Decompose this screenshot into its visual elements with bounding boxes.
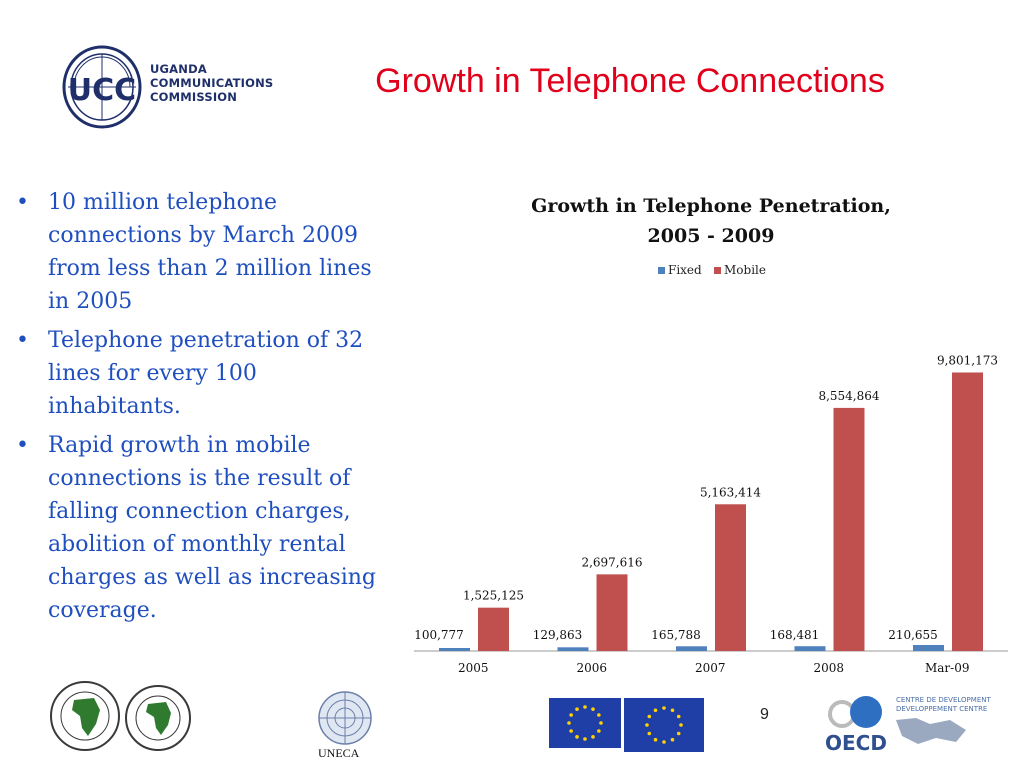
oecd-label: OECD	[825, 731, 887, 755]
data-label-fixed-2007: 165,788	[651, 628, 701, 642]
bullet-item: • Telephone penetration of 32 lines for e…	[14, 324, 394, 423]
data-label-fixed-2006: 129,863	[533, 628, 583, 642]
data-label-fixed-mar-09: 210,655	[888, 628, 938, 642]
ucc-logo: UCC	[62, 45, 142, 129]
eu-star-icon	[679, 723, 683, 727]
african-development-bank-logo	[50, 681, 191, 751]
logo-line-1: UGANDA	[150, 62, 207, 76]
footer-logos: OECD CENTRE DE DEVELOPMENT DEVELOPPEMENT…	[50, 681, 991, 755]
eu-star-icon	[662, 740, 666, 744]
eu-star-icon	[583, 705, 587, 709]
logo-initials: UCC	[68, 73, 136, 108]
legend-label-mobile: Mobile	[724, 263, 766, 277]
bar-mobile-2008	[833, 407, 865, 651]
data-label-fixed-2008: 168,481	[770, 628, 820, 642]
bullet-text: Telephone penetration of 32 lines for ev…	[48, 328, 364, 419]
x-axis-ticks: 2005 2006 2007 2008 Mar-09	[458, 661, 970, 675]
uneca-logo	[318, 691, 372, 745]
eu-star-icon	[645, 723, 649, 727]
bullet-dot-icon: •	[16, 433, 29, 458]
data-label-mobile-2008: 8,554,864	[818, 389, 879, 403]
data-label-fixed-2005: 100,777	[414, 628, 464, 642]
x-tick-mar-09: Mar-09	[925, 661, 970, 675]
eu-star-icon	[575, 707, 579, 711]
x-tick-2007: 2007	[695, 661, 726, 675]
legend-label-fixed: Fixed	[668, 263, 702, 277]
logo-text: UGANDA COMMUNICATIONS COMMISSION	[150, 62, 273, 104]
eu-star-icon	[676, 731, 681, 736]
bar-mobile-2005	[478, 607, 509, 651]
chart-title-line-2: 2005 - 2009	[648, 225, 775, 247]
bar-mobile-2006	[596, 574, 628, 651]
oecd-centre-line-2: DEVELOPPEMENT CENTRE	[896, 705, 987, 713]
oecd-logo: OECD CENTRE DE DEVELOPMENT DEVELOPPEMENT…	[825, 696, 991, 755]
eu-star-icon	[662, 706, 666, 710]
bar-fixed-2006	[557, 647, 589, 651]
logo-line-3: COMMISSION	[150, 90, 238, 104]
eu-star-icon	[569, 713, 573, 717]
chart-legend: Fixed Mobile	[658, 263, 766, 277]
eu-star-icon	[597, 729, 601, 733]
eu-star-icon	[569, 729, 573, 733]
eu-star-icon	[653, 737, 658, 742]
bullet-item: • 10 million telephone connections by Mar…	[14, 186, 394, 318]
bullet-list: • 10 million telephone connections by Mar…	[14, 186, 394, 633]
eu-star-icon	[653, 708, 658, 713]
bar-fixed-2007	[676, 646, 707, 651]
x-tick-2005: 2005	[458, 661, 489, 675]
chart-bars	[439, 372, 983, 651]
x-tick-2008: 2008	[813, 661, 844, 675]
eu-star-icon	[647, 731, 652, 736]
bar-fixed-2005	[439, 648, 470, 651]
eu-star-icon	[567, 721, 571, 725]
eu-flag-icon	[549, 698, 704, 752]
bullet-item: • Rapid growth in mobile connections is t…	[14, 429, 394, 627]
logo-line-2: COMMUNICATIONS	[150, 76, 274, 90]
data-label-mobile-mar-09: 9,801,173	[937, 353, 998, 367]
eu-star-icon	[599, 721, 603, 725]
bar-chart: Growth in Telephone Penetration, 2005 - …	[414, 195, 1008, 675]
legend-swatch-fixed	[658, 267, 665, 274]
eu-star-icon	[647, 714, 652, 719]
eu-star-icon	[591, 735, 595, 739]
eu-star-icon	[597, 713, 601, 717]
eu-star-icon	[591, 707, 595, 711]
eu-star-icon	[670, 708, 675, 713]
data-label-mobile-2007: 5,163,414	[700, 485, 761, 499]
bar-mobile-mar-09	[952, 372, 983, 651]
slide-title: Growth in Telephone Connections	[375, 62, 885, 100]
bar-fixed-mar-09	[913, 645, 944, 651]
bullet-dot-icon: •	[16, 190, 29, 215]
bullet-text: Rapid growth in mobile connections is th…	[48, 433, 376, 623]
chart-data-labels: 100,777 1,525,125 129,863 2,697,616 165,788 5…	[414, 353, 998, 642]
bullet-dot-icon: •	[16, 328, 29, 353]
legend-swatch-mobile	[714, 267, 721, 274]
data-label-mobile-2005: 1,525,125	[463, 589, 524, 603]
bar-mobile-2007	[715, 504, 746, 651]
eu-star-icon	[583, 737, 587, 741]
oecd-centre-line-1: CENTRE DE DEVELOPMENT	[896, 696, 991, 704]
data-label-mobile-2006: 2,697,616	[581, 555, 642, 569]
eu-star-icon	[575, 735, 579, 739]
chart-title-line-1: Growth in Telephone Penetration,	[531, 195, 891, 217]
x-tick-2006: 2006	[576, 661, 607, 675]
eu-star-icon	[670, 737, 675, 742]
page-number: 9	[760, 706, 769, 723]
uneca-label: UNECA	[318, 746, 360, 760]
eu-star-icon	[676, 714, 681, 719]
bullet-text: 10 million telephone connections by Marc…	[48, 190, 372, 314]
bar-fixed-2008	[794, 646, 826, 651]
